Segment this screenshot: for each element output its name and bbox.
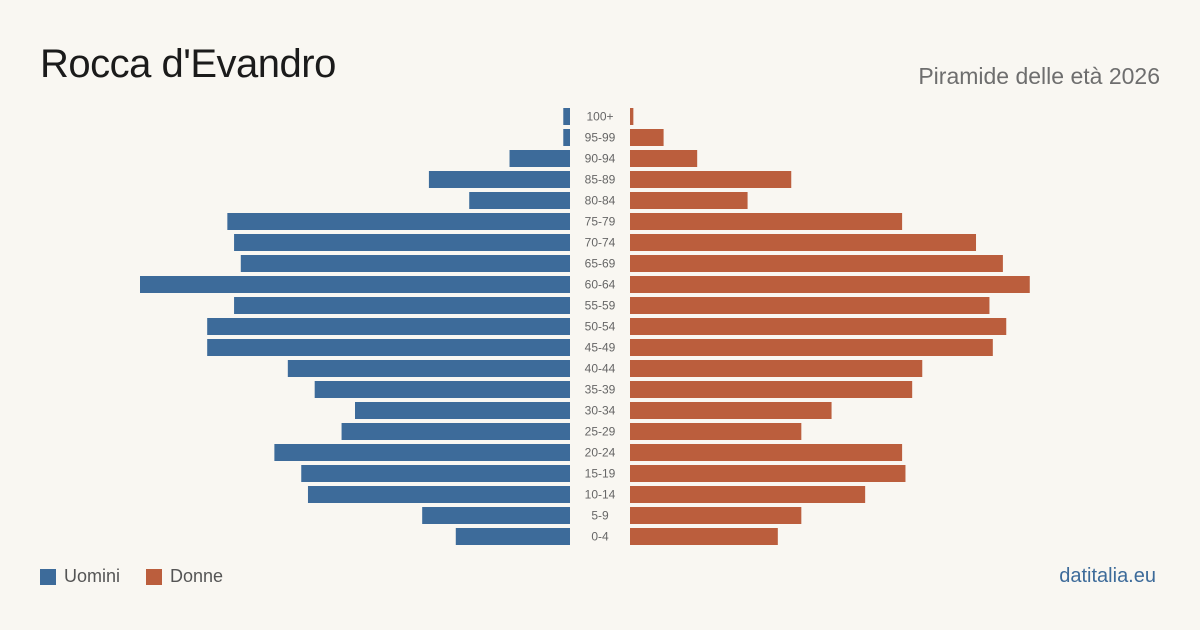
bar-female-65-69 [630, 255, 1003, 272]
bar-male-0-4 [455, 528, 570, 545]
brand-link[interactable]: datitalia.eu [1059, 565, 1156, 587]
bar-female-20-24 [630, 444, 903, 461]
legend-swatch-female [146, 568, 163, 585]
age-label-20-24: 20-24 [585, 446, 616, 460]
legend-item-male: Uomini [40, 566, 120, 587]
bar-female-45-49 [630, 339, 993, 356]
bar-male-70-74 [234, 234, 570, 251]
age-label-45-49: 45-49 [585, 341, 616, 355]
bar-male-20-24 [274, 444, 570, 461]
legend: Uomini Donne [40, 566, 249, 587]
bar-female-60-64 [630, 276, 1030, 293]
bar-female-80-84 [630, 192, 748, 209]
age-label-0-4: 0-4 [591, 530, 609, 544]
chart-subtitle: Piramide delle età 2026 [918, 63, 1160, 89]
age-label-15-19: 15-19 [585, 467, 616, 481]
age-label-40-44: 40-44 [585, 362, 616, 376]
age-label-55-59: 55-59 [585, 299, 616, 313]
bar-female-5-9 [630, 507, 802, 524]
bar-female-70-74 [630, 234, 977, 251]
legend-swatch-male [40, 568, 56, 585]
bar-male-50-54 [207, 318, 570, 335]
age-label-30-34: 30-34 [585, 404, 616, 418]
legend-label-male: Uomini [64, 566, 121, 586]
age-label-25-29: 25-29 [585, 425, 616, 439]
chart-title: Rocca d'Evandro [40, 42, 336, 86]
bar-male-15-19 [301, 465, 570, 482]
bar-female-90-94 [630, 150, 698, 167]
bar-male-5-9 [422, 507, 570, 524]
bar-male-90-94 [509, 150, 570, 167]
age-label-95-99: 95-99 [585, 131, 616, 145]
age-label-50-54: 50-54 [585, 320, 616, 334]
age-label-75-79: 75-79 [585, 215, 616, 229]
bar-male-30-34 [355, 402, 570, 419]
bar-male-85-89 [428, 171, 570, 188]
bar-female-40-44 [630, 360, 923, 377]
bar-male-75-79 [227, 213, 570, 230]
legend-item-female: Donne [146, 566, 223, 587]
bar-female-50-54 [630, 318, 1007, 335]
age-label-65-69: 65-69 [585, 257, 616, 271]
bar-male-100+ [563, 108, 570, 125]
bar-male-60-64 [140, 276, 570, 293]
bar-female-25-29 [630, 423, 802, 440]
age-label-10-14: 10-14 [585, 488, 616, 502]
age-label-90-94: 90-94 [585, 152, 616, 166]
bar-male-95-99 [563, 129, 570, 146]
bar-female-30-34 [630, 402, 832, 419]
bar-female-85-89 [630, 171, 792, 188]
bar-male-80-84 [469, 192, 570, 209]
age-label-100+: 100+ [586, 110, 613, 124]
bar-male-65-69 [240, 255, 570, 272]
age-label-35-39: 35-39 [585, 383, 616, 397]
bar-male-10-14 [307, 486, 570, 503]
bar-male-40-44 [287, 360, 570, 377]
bar-female-55-59 [630, 297, 990, 314]
bar-female-10-14 [630, 486, 866, 503]
bar-male-35-39 [314, 381, 570, 398]
age-label-70-74: 70-74 [585, 236, 616, 250]
bar-female-95-99 [630, 129, 664, 146]
bar-female-75-79 [630, 213, 903, 230]
bar-male-25-29 [341, 423, 570, 440]
age-label-5-9: 5-9 [591, 509, 609, 523]
age-label-85-89: 85-89 [585, 173, 616, 187]
bar-female-0-4 [630, 528, 778, 545]
bar-male-45-49 [207, 339, 570, 356]
legend-label-female: Donne [170, 566, 224, 586]
bar-female-100+ [630, 108, 634, 125]
bar-female-15-19 [630, 465, 906, 482]
age-label-80-84: 80-84 [585, 194, 616, 208]
age-label-60-64: 60-64 [585, 278, 616, 292]
bar-male-55-59 [234, 297, 570, 314]
bar-female-35-39 [630, 381, 913, 398]
